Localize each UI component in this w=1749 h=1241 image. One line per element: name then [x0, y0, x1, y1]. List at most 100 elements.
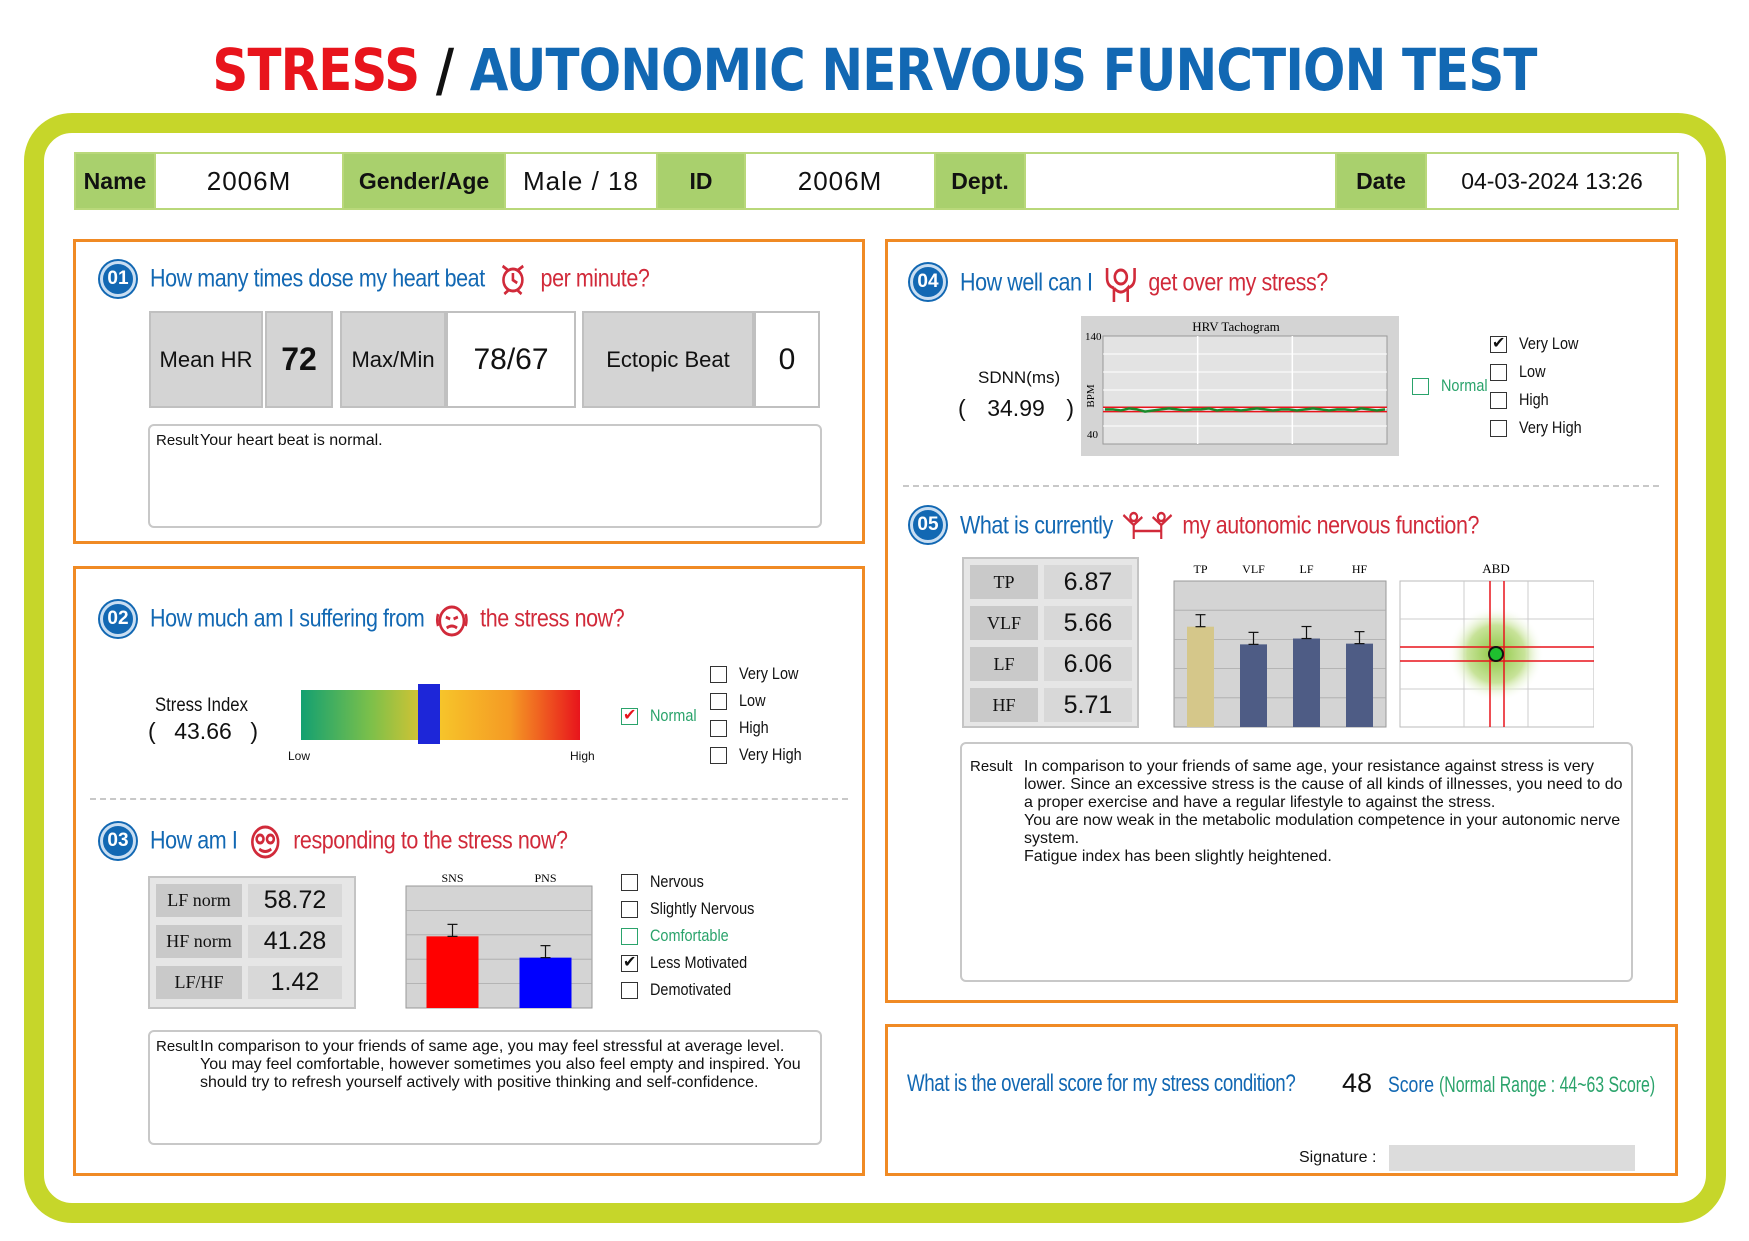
resistance-level-option[interactable]: Very Low [1490, 333, 1589, 354]
title-stress: STRESS [212, 36, 420, 104]
table-row-value: 6.87 [1044, 565, 1132, 599]
score-value: 48 [1342, 1068, 1373, 1098]
divider [90, 798, 848, 800]
stress-level-checkbox[interactable] [710, 692, 727, 710]
sdnn-value: 34.99 [987, 395, 1045, 421]
score-question: What is the overall score for my stress … [907, 1070, 1296, 1097]
question-text-pre: What is currently [960, 511, 1113, 540]
table-row-value: 1.42 [248, 966, 342, 999]
score-unit: Score [1388, 1072, 1434, 1097]
result-text: Your heart beat is normal. [200, 432, 383, 449]
table-row-label: HF norm [156, 925, 242, 958]
stress-normal-option[interactable]: Normal [621, 705, 705, 726]
resistance-level-option[interactable]: High [1490, 390, 1554, 410]
stressed-face-icon [436, 605, 469, 637]
table-row-value: 6.06 [1044, 647, 1132, 681]
stress-level-option[interactable]: High [710, 718, 774, 738]
response-label: Comfortable [650, 926, 729, 945]
resistance-level-checkbox[interactable] [1490, 363, 1507, 381]
resistance-level-checkbox[interactable] [1490, 333, 1507, 353]
response-checkbox[interactable] [621, 927, 638, 945]
stress-level-checkbox[interactable] [710, 719, 727, 737]
resistance-level-checkbox[interactable] [1490, 391, 1507, 409]
table-row: LF norm 58.72 [156, 884, 342, 917]
question-stress-resistance: How well can I get over my stress? [960, 264, 1328, 304]
divider [903, 485, 1659, 487]
sdnn-label: SDNN(ms) [978, 368, 1061, 387]
dept-value [1026, 154, 1337, 208]
chart-error-bar [540, 945, 551, 959]
stress-level-option[interactable]: Low [710, 691, 770, 711]
table-row-value: 5.71 [1044, 688, 1132, 722]
response-checkbox[interactable] [621, 900, 638, 918]
stress-level-option[interactable]: Very Low [710, 664, 809, 684]
resistance-level-label: High [1519, 390, 1549, 409]
scale-low-label: Low [288, 749, 311, 763]
stress-level-option[interactable]: Very High [710, 745, 813, 765]
chart-bar [1240, 644, 1267, 727]
table-row-label: LF [970, 647, 1038, 681]
signature-field[interactable] [1389, 1145, 1635, 1171]
response-label: Nervous [650, 872, 704, 891]
response-checkbox[interactable] [621, 981, 638, 999]
chart-error-bar [1195, 614, 1206, 628]
response-option[interactable]: Comfortable [621, 926, 743, 946]
response-checkbox[interactable] [621, 952, 638, 972]
stress-index-label: Stress Index [155, 695, 248, 716]
stress-level-checkbox[interactable] [710, 665, 727, 683]
id-label: ID [658, 154, 746, 208]
table-row: HF 5.71 [970, 688, 1132, 722]
score-normal-range: (Normal Range : 44~63 Score) [1439, 1072, 1656, 1097]
resistance-level-checkbox[interactable] [1490, 419, 1507, 437]
resistance-normal-checkbox[interactable] [1412, 377, 1429, 395]
chart-category-label: LF [1299, 562, 1313, 576]
result-line: In comparison to your friends of same ag… [1024, 758, 1623, 811]
person-raising-hands-icon [1105, 268, 1136, 302]
result-heart-rate: Result Your heart beat is normal. [148, 424, 822, 528]
chart-category-label: HF [1352, 562, 1368, 576]
dept-label: Dept. [936, 154, 1026, 208]
resistance-normal-option[interactable]: Normal [1412, 376, 1496, 396]
table-row-value: 41.28 [248, 925, 342, 958]
section-number-05: 05 [910, 507, 946, 543]
watch-icon [501, 264, 524, 296]
stress-normal-checkbox[interactable] [621, 705, 638, 725]
response-option[interactable]: Slightly Nervous [621, 899, 773, 919]
resistance-level-option[interactable]: Low [1490, 362, 1550, 382]
response-option[interactable]: Nervous [621, 872, 713, 892]
resistance-level-label: Low [1519, 362, 1546, 381]
response-option[interactable]: Demotivated [621, 980, 745, 1000]
patient-info-bar: Name 2006M Gender/Age Male / 18 ID 2006M… [74, 152, 1679, 210]
page-title: STRESS / AUTONOMIC NERVOUS FUNCTION TEST [122, 36, 1626, 104]
table-row: TP 6.87 [970, 565, 1132, 599]
response-checkbox[interactable] [621, 873, 638, 891]
stress-index-value: 43.66 [174, 718, 232, 744]
frequency-table: TP 6.87 VLF 5.66 LF 6.06 HF 5.71 [962, 557, 1139, 728]
result-text: In comparison to your friends of same ag… [200, 1038, 801, 1091]
date-value: 04-03-2024 13:26 [1461, 167, 1643, 194]
resistance-level-label: Very High [1519, 418, 1582, 437]
abd-point [1488, 646, 1504, 662]
table-row-value: 5.66 [1044, 606, 1132, 640]
stress-level-checkbox[interactable] [710, 746, 727, 764]
resistance-level-option[interactable]: Very High [1490, 418, 1593, 438]
table-row: HF norm 41.28 [156, 925, 342, 958]
question-stress: How much am I suffering from the stress … [150, 600, 625, 640]
name-label: Name [76, 154, 156, 208]
id-value: 2006M [746, 154, 936, 208]
table-row-label: HF [970, 688, 1038, 722]
resistance-level-label: Very Low [1519, 334, 1579, 353]
stress-level-label: Low [739, 691, 766, 710]
resistance-normal-label: Normal [1441, 376, 1488, 395]
abd-chart: ABD [1399, 561, 1594, 728]
chart-error-bar [1354, 631, 1365, 645]
response-option[interactable]: Less Motivated [621, 952, 764, 973]
ectopic-label: Ectopic Beat [582, 311, 754, 408]
title-ans-test: AUTONOMIC NERVOUS FUNCTION TEST [469, 36, 1538, 104]
table-row-label: TP [970, 565, 1038, 599]
question-text-post: per minute? [540, 264, 650, 293]
sns-pns-chart: SNS PNS [405, 871, 593, 1009]
scale-high-label: High [570, 749, 595, 763]
date-label: Date [1337, 154, 1427, 208]
stress-index-value-wrap: (43.66) [148, 718, 258, 744]
